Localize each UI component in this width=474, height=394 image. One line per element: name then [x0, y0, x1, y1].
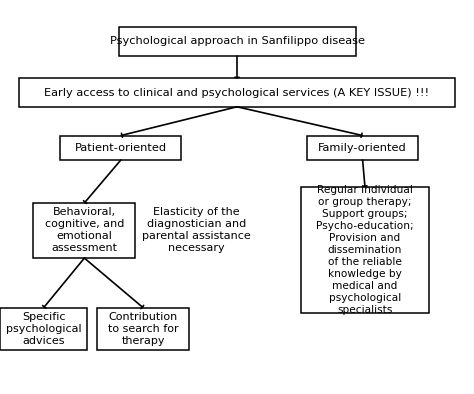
Text: Elasticity of the
diagnostician and
parental assistance
necessary: Elasticity of the diagnostician and pare…	[142, 208, 251, 253]
FancyBboxPatch shape	[118, 27, 356, 56]
Text: Regular individual
or group therapy;
Support groups;
Psycho-education;
Provision: Regular individual or group therapy; Sup…	[316, 185, 414, 315]
Text: Patient-oriented: Patient-oriented	[75, 143, 167, 153]
Text: Specific
psychological
advices: Specific psychological advices	[6, 312, 82, 346]
FancyBboxPatch shape	[61, 136, 181, 160]
Text: Family-oriented: Family-oriented	[318, 143, 407, 153]
Text: Contribution
to search for
therapy: Contribution to search for therapy	[108, 312, 178, 346]
FancyBboxPatch shape	[301, 187, 429, 313]
Text: Early access to clinical and psychological services (A KEY ISSUE) !!!: Early access to clinical and psychologic…	[45, 87, 429, 98]
FancyBboxPatch shape	[33, 203, 136, 258]
FancyBboxPatch shape	[97, 308, 189, 350]
Text: Behavioral,
cognitive, and
emotional
assessment: Behavioral, cognitive, and emotional ass…	[45, 208, 124, 253]
FancyBboxPatch shape	[0, 308, 87, 350]
FancyBboxPatch shape	[307, 136, 418, 160]
Text: Psychological approach in Sanfilippo disease: Psychological approach in Sanfilippo dis…	[109, 36, 365, 46]
FancyBboxPatch shape	[19, 78, 455, 107]
